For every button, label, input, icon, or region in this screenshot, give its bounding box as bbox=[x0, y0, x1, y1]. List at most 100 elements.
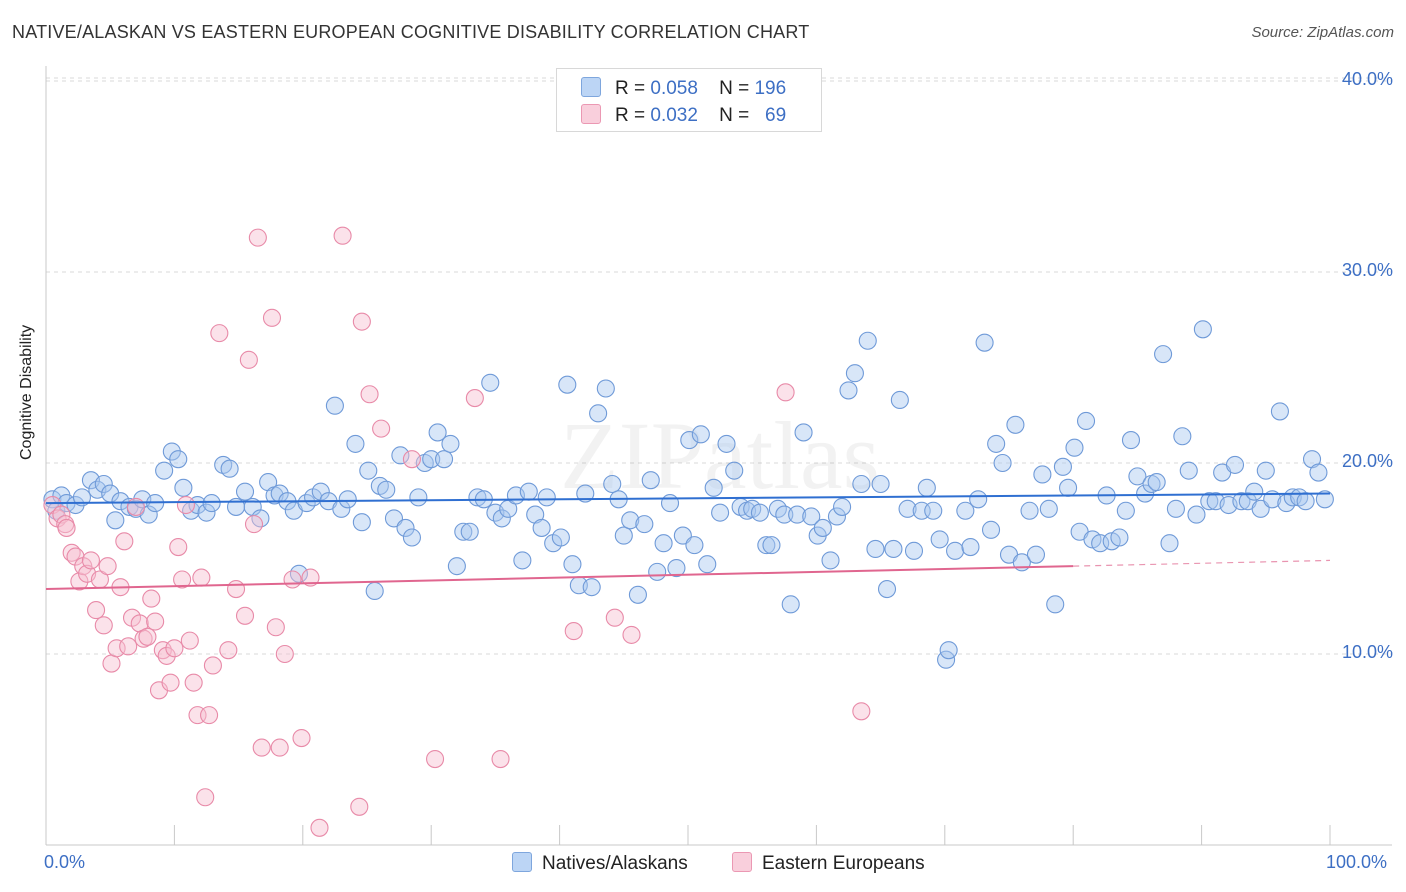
eastern-european-point bbox=[203, 656, 222, 675]
eastern-european-point bbox=[360, 385, 379, 404]
eastern-european-point bbox=[266, 618, 285, 637]
eastern-european-point bbox=[52, 505, 71, 524]
stats-legend: R = 0.058 N = 196 R = 0.032 N = 69 bbox=[556, 68, 822, 132]
eastern-european-point bbox=[119, 637, 138, 656]
natives-point bbox=[468, 488, 487, 507]
eastern-european-trend-line bbox=[45, 565, 1074, 591]
natives-point bbox=[338, 490, 357, 509]
natives-point bbox=[1059, 478, 1078, 497]
natives-point bbox=[1110, 528, 1129, 547]
natives-point bbox=[930, 530, 949, 549]
natives-point bbox=[513, 551, 532, 570]
natives-point bbox=[576, 484, 595, 503]
bottom-legend-eastern: Eastern Europeans bbox=[732, 852, 925, 875]
natives-point bbox=[757, 536, 776, 555]
y-tick-label: 10.0% bbox=[1341, 642, 1393, 662]
natives-point bbox=[628, 585, 647, 604]
eastern-european-point bbox=[157, 646, 176, 665]
eastern-european-point bbox=[210, 324, 229, 343]
natives-point bbox=[667, 558, 686, 578]
natives-point bbox=[866, 539, 885, 559]
eastern-european-point bbox=[852, 702, 871, 721]
natives-point bbox=[1046, 595, 1065, 614]
natives-point bbox=[532, 518, 551, 537]
legend-n-value: 69 bbox=[765, 105, 787, 126]
natives-point bbox=[162, 442, 181, 461]
natives-point bbox=[235, 482, 255, 501]
natives-point bbox=[589, 404, 608, 423]
natives-point bbox=[827, 507, 846, 526]
natives-point bbox=[1315, 490, 1334, 509]
y-tick-label: 40.0% bbox=[1341, 69, 1393, 89]
eastern-european-point bbox=[622, 625, 641, 644]
natives-point bbox=[359, 461, 378, 480]
natives-point bbox=[197, 503, 216, 522]
natives-point bbox=[956, 501, 975, 520]
natives-point bbox=[691, 425, 710, 444]
natives-point bbox=[946, 541, 965, 560]
natives-point bbox=[635, 515, 654, 534]
natives-point bbox=[582, 578, 601, 597]
natives-point bbox=[563, 555, 582, 574]
eastern-european-point bbox=[98, 557, 117, 576]
natives-point bbox=[802, 507, 821, 526]
natives-point bbox=[1147, 473, 1166, 492]
eastern-european-point bbox=[426, 749, 445, 769]
trend-lines bbox=[45, 492, 1331, 591]
natives-point bbox=[94, 474, 113, 494]
natives-point bbox=[725, 461, 744, 480]
natives-point bbox=[961, 537, 980, 557]
natives-point bbox=[422, 450, 441, 469]
natives-point bbox=[1076, 411, 1096, 431]
natives-point bbox=[603, 474, 622, 494]
legend-row-natives: R = 0.058 N = 196 bbox=[581, 77, 786, 100]
natives-point bbox=[890, 390, 909, 410]
legend-n-value: 196 bbox=[754, 78, 787, 99]
natives-point bbox=[654, 534, 673, 553]
natives-point bbox=[939, 641, 958, 660]
natives-point bbox=[1166, 499, 1185, 518]
eastern-european-point bbox=[146, 612, 165, 631]
natives-point bbox=[845, 364, 864, 383]
natives-point bbox=[898, 499, 917, 518]
eastern-european-point bbox=[248, 228, 267, 247]
natives-point bbox=[917, 478, 936, 497]
natives-point bbox=[409, 488, 428, 507]
eastern-european-point bbox=[115, 532, 134, 551]
natives-point bbox=[1187, 505, 1206, 524]
natives-point bbox=[717, 434, 736, 453]
y-axis-title: Cognitive Disability bbox=[18, 324, 35, 460]
y-tick-label: 30.0% bbox=[1341, 260, 1393, 280]
natives-point bbox=[1263, 490, 1282, 509]
natives-point bbox=[1136, 484, 1155, 503]
eastern-european-trend-extension bbox=[1073, 559, 1331, 567]
natives-point bbox=[969, 490, 988, 509]
natives-point bbox=[352, 513, 371, 532]
legend-r-label: R = bbox=[615, 105, 646, 126]
natives-point bbox=[924, 501, 943, 520]
eastern-european-point bbox=[402, 450, 421, 469]
natives-point bbox=[981, 520, 1001, 539]
natives-point bbox=[492, 509, 511, 528]
natives-point bbox=[454, 522, 473, 541]
eastern-european-point bbox=[192, 568, 211, 587]
axes bbox=[45, 66, 1392, 846]
natives-point bbox=[155, 461, 174, 480]
legend-r-value: 0.058 bbox=[650, 78, 698, 99]
natives-point bbox=[775, 505, 794, 524]
watermark: ZIPatlas bbox=[560, 402, 880, 509]
natives-point bbox=[169, 450, 188, 469]
eastern-european-point bbox=[605, 608, 624, 627]
legend-n-label: N = bbox=[719, 78, 750, 99]
eastern-european-point bbox=[244, 515, 264, 534]
natives-point bbox=[781, 595, 800, 614]
natives-point bbox=[1160, 534, 1179, 553]
eastern-european-point bbox=[310, 818, 329, 837]
natives-point bbox=[987, 434, 1006, 453]
natives-point bbox=[750, 503, 769, 522]
eastern-european-point bbox=[200, 706, 219, 725]
natives-point bbox=[325, 396, 344, 415]
natives-trend-line bbox=[45, 492, 1331, 505]
natives-point bbox=[813, 518, 832, 537]
natives-point bbox=[174, 478, 193, 497]
